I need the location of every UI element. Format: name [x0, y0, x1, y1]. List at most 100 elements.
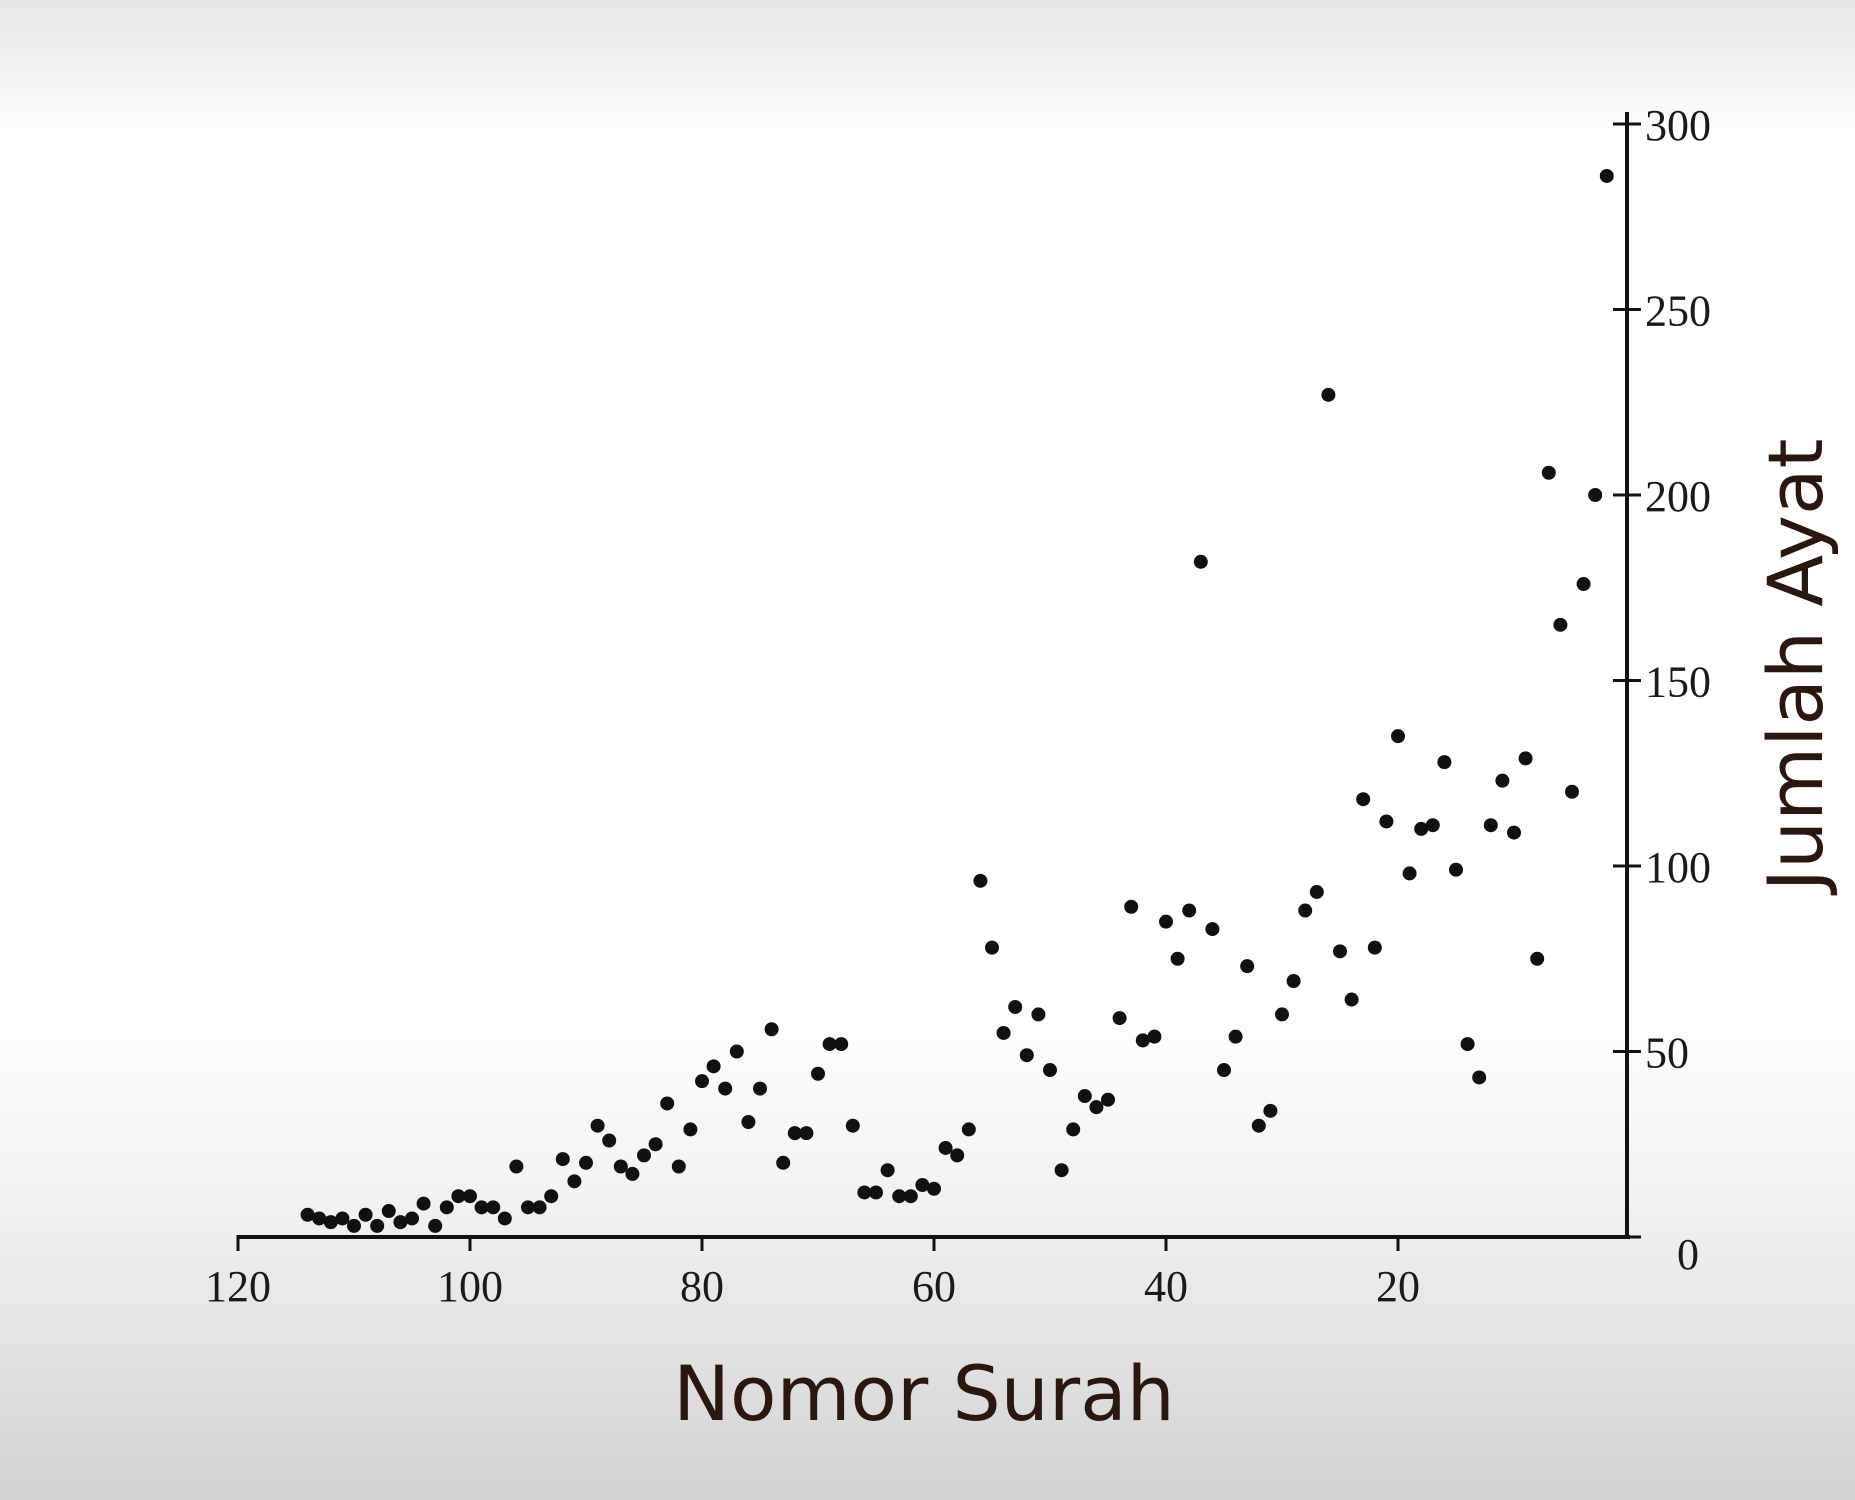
data-point — [1147, 1029, 1162, 1044]
data-point — [718, 1081, 733, 1096]
data-point — [323, 1215, 338, 1230]
x-tick-label: 120 — [205, 1262, 271, 1311]
data-point — [892, 1189, 907, 1204]
data-point — [335, 1211, 350, 1226]
data-point — [474, 1200, 489, 1215]
data-point — [451, 1189, 466, 1204]
data-point — [1541, 465, 1556, 480]
data-point — [1205, 922, 1220, 937]
data-point — [381, 1204, 396, 1219]
data-point — [1159, 914, 1173, 929]
data-point — [1530, 951, 1545, 966]
data-point — [1495, 773, 1510, 788]
data-point — [1019, 1048, 1034, 1063]
data-point — [509, 1159, 524, 1174]
data-point — [1553, 617, 1568, 632]
data-point — [1066, 1122, 1081, 1137]
data-point — [648, 1137, 663, 1152]
data-point — [1275, 1007, 1289, 1022]
data-point — [1286, 974, 1301, 989]
data-point — [915, 1178, 930, 1193]
x-tick-label: 100 — [437, 1262, 503, 1311]
data-point — [1472, 1070, 1487, 1085]
data-point — [1321, 387, 1336, 402]
data-point — [776, 1155, 791, 1170]
data-point — [416, 1196, 431, 1211]
data-point — [683, 1122, 698, 1137]
y-tick-label: 150 — [1645, 658, 1711, 707]
data-point — [1263, 1103, 1278, 1118]
data-point — [1518, 751, 1533, 766]
y-tick-label: 50 — [1645, 1029, 1689, 1078]
data-point — [1298, 903, 1313, 918]
data-point — [1182, 903, 1197, 918]
data-point — [903, 1189, 918, 1204]
x-tick-label: 40 — [1144, 1262, 1188, 1311]
data-point — [1356, 792, 1371, 807]
y-tick-label: 100 — [1645, 843, 1711, 892]
data-point — [764, 1022, 779, 1037]
data-point — [1483, 818, 1498, 833]
data-point — [439, 1200, 454, 1215]
data-point — [544, 1189, 559, 1204]
data-point — [370, 1218, 385, 1233]
data-point — [1135, 1033, 1150, 1048]
data-point — [393, 1215, 408, 1230]
x-axis-ticks: 120 100 80 60 40 20 — [205, 1235, 1420, 1311]
data-point — [1460, 1037, 1475, 1052]
data-point — [1043, 1063, 1057, 1078]
y-tick-label: 0 — [1677, 1230, 1699, 1279]
data-point — [985, 940, 999, 955]
data-point — [1008, 999, 1023, 1014]
data-point — [428, 1218, 443, 1233]
data-point — [602, 1133, 617, 1148]
data-point — [1507, 825, 1521, 840]
y-axis-ticks: 0 50 100 150 200 250 300 — [1613, 101, 1711, 1279]
data-point — [1367, 940, 1382, 955]
data-point — [706, 1059, 721, 1074]
data-point — [1031, 1007, 1046, 1022]
data-point — [1089, 1100, 1104, 1115]
data-point — [405, 1211, 419, 1226]
data-point — [938, 1140, 953, 1155]
data-point — [671, 1159, 686, 1174]
data-point — [1437, 755, 1452, 770]
data-points — [300, 168, 1614, 1233]
data-point — [463, 1189, 477, 1204]
data-point — [1112, 1011, 1127, 1026]
data-point — [950, 1148, 965, 1163]
data-point — [822, 1037, 837, 1052]
data-point — [869, 1185, 883, 1200]
x-axis-title: Nomor Surah — [673, 1349, 1175, 1438]
data-point — [834, 1037, 849, 1052]
data-point — [637, 1148, 651, 1163]
y-tick-label: 300 — [1645, 101, 1711, 150]
data-point — [1414, 821, 1429, 836]
data-point — [486, 1200, 501, 1215]
data-point — [1228, 1029, 1243, 1044]
data-point — [845, 1118, 860, 1133]
data-point — [1217, 1063, 1231, 1078]
data-point — [567, 1174, 582, 1189]
data-point — [1391, 729, 1405, 744]
data-point — [300, 1207, 315, 1222]
data-point — [579, 1155, 593, 1170]
data-point — [625, 1166, 640, 1181]
y-tick-label: 200 — [1645, 472, 1711, 521]
data-point — [312, 1211, 327, 1226]
data-point — [1565, 784, 1579, 799]
data-point — [1402, 866, 1417, 881]
x-tick-label: 20 — [1376, 1262, 1420, 1311]
data-point — [753, 1081, 767, 1096]
data-point — [1344, 992, 1359, 1007]
data-point — [613, 1159, 628, 1174]
data-point — [741, 1114, 756, 1129]
data-point — [1077, 1089, 1092, 1104]
data-point — [880, 1163, 895, 1178]
data-point — [1193, 554, 1208, 569]
x-tick-label: 80 — [680, 1262, 724, 1311]
data-point — [1333, 944, 1347, 959]
data-point — [857, 1185, 872, 1200]
data-point — [1588, 488, 1603, 502]
